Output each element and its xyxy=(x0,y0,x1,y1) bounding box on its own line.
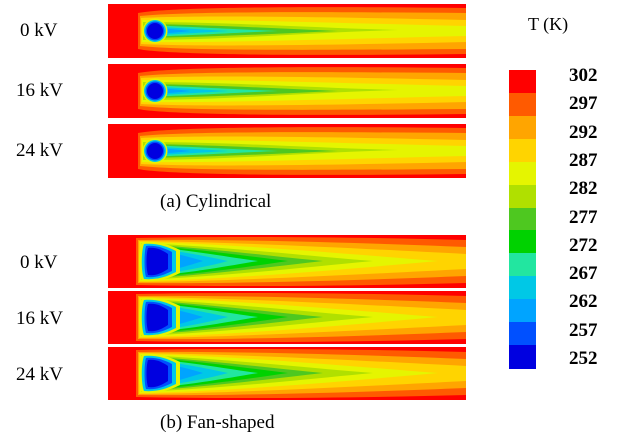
contour-plot xyxy=(108,124,466,178)
row-label-a-24kv: 24 kV xyxy=(16,140,63,161)
colorbar-tick-label: 277 xyxy=(569,206,598,228)
colorbar-band xyxy=(509,92,536,117)
row-label-a-16kv: 16 kV xyxy=(16,80,63,101)
contour-plot xyxy=(108,347,466,400)
colorbar-tick-label: 297 xyxy=(569,93,598,115)
row-label-b-0kv: 0 kV xyxy=(20,252,58,273)
contour-plot xyxy=(108,4,466,58)
contour-panel-cylindrical-24kv xyxy=(108,124,466,178)
cylinder-body xyxy=(147,143,163,159)
colorbar-tick-label: 257 xyxy=(569,319,598,341)
row-label-b-24kv: 24 kV xyxy=(16,364,63,385)
colorbar-tick-label: 267 xyxy=(569,263,598,285)
colorbar-band xyxy=(509,322,536,346)
colorbar-band xyxy=(509,345,536,369)
contour-panel-cylindrical-0kv xyxy=(108,4,466,58)
colorbar-band xyxy=(509,253,536,277)
colorbar-band xyxy=(509,70,536,94)
colorbar xyxy=(509,70,536,369)
contour-panel-fan-shaped-0kv xyxy=(108,235,466,288)
colorbar-band xyxy=(509,138,536,163)
colorbar-tick-label: 302 xyxy=(569,65,598,86)
contour-panel-cylindrical-16kv xyxy=(108,64,466,118)
fan-body xyxy=(146,247,168,276)
colorbar-band xyxy=(509,276,536,300)
colorbar-band xyxy=(509,207,536,232)
fan-body xyxy=(146,303,168,332)
colorbar-tick-label: 272 xyxy=(569,234,598,256)
colorbar-tick-label: 287 xyxy=(569,149,598,171)
fan-body xyxy=(146,359,168,388)
colorbar-tick-label: 262 xyxy=(569,291,598,313)
colorbar-band xyxy=(509,161,536,186)
cylinder-body xyxy=(147,23,163,39)
colorbar-title: T (K) xyxy=(528,14,569,34)
caption-cylindrical: (a) Cylindrical xyxy=(160,191,272,212)
contour-plot xyxy=(108,291,466,344)
colorbar-band xyxy=(509,115,536,140)
caption-fan-shaped: (b) Fan-shaped xyxy=(160,412,275,433)
row-label-a-0kv: 0 kV xyxy=(20,20,58,41)
contour-plot xyxy=(108,235,466,288)
colorbar-band xyxy=(509,299,536,323)
colorbar-band xyxy=(509,230,536,254)
row-label-b-16kv: 16 kV xyxy=(16,308,63,329)
colorbar-band xyxy=(509,184,536,209)
colorbar-tick-label: 292 xyxy=(569,121,598,143)
contour-plot xyxy=(108,64,466,118)
contour-panel-fan-shaped-24kv xyxy=(108,347,466,400)
contour-panel-fan-shaped-16kv xyxy=(108,291,466,344)
cylinder-body xyxy=(147,83,163,99)
colorbar-tick-label: 282 xyxy=(569,178,598,200)
colorbar-tick-label: 252 xyxy=(569,348,598,369)
